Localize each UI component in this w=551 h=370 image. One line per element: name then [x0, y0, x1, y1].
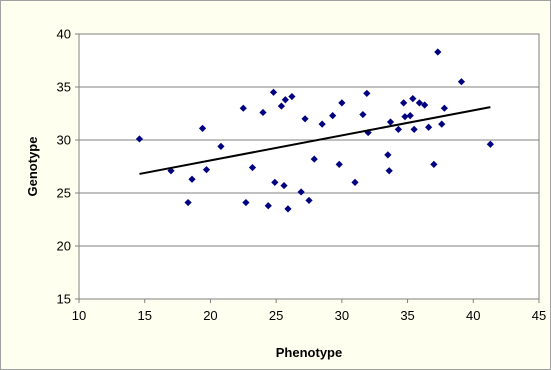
- data-point: [269, 88, 278, 96]
- data-point: [281, 96, 289, 104]
- x-tick-label: 45: [532, 308, 546, 323]
- x-tick-label: 25: [269, 308, 283, 323]
- data-point: [400, 99, 408, 107]
- data-point: [310, 155, 318, 163]
- data-point: [329, 112, 337, 120]
- data-point: [264, 202, 272, 210]
- data-point: [318, 120, 326, 128]
- data-point: [248, 163, 257, 172]
- data-point: [335, 160, 343, 168]
- data-point: [415, 99, 423, 107]
- y-tick-label: 20: [57, 239, 71, 254]
- y-tick-label: 15: [57, 292, 71, 307]
- data-point: [430, 160, 438, 168]
- y-axis-ticks: 15 20 25 30 35 40: [57, 27, 79, 307]
- data-point: [202, 166, 211, 174]
- x-tick-label: 10: [72, 308, 86, 323]
- data-point: [338, 99, 346, 107]
- data-point: [217, 142, 225, 150]
- gridlines: [79, 86, 539, 247]
- data-point: [277, 102, 285, 110]
- data-point: [401, 113, 409, 121]
- y-tick-label: 35: [57, 80, 71, 95]
- x-tick-label: 15: [137, 308, 151, 323]
- data-point: [486, 140, 494, 148]
- data-point: [351, 178, 359, 186]
- data-point: [301, 115, 309, 123]
- data-point: [297, 188, 305, 196]
- data-point: [394, 125, 402, 133]
- data-point: [364, 128, 372, 137]
- data-point: [363, 89, 371, 97]
- data-point: [135, 135, 144, 143]
- data-point: [198, 124, 207, 132]
- data-point: [409, 95, 417, 103]
- x-axis-ticks: 10 15 20 25 30 35 40 45: [72, 299, 546, 323]
- data-point: [188, 175, 196, 183]
- data-point: [242, 198, 250, 207]
- data-point: [386, 118, 395, 126]
- x-tick-label: 30: [335, 308, 349, 323]
- data-point: [359, 110, 367, 119]
- data-point: [284, 205, 292, 213]
- data-point: [385, 167, 393, 175]
- data-point: [239, 104, 247, 112]
- data-point: [410, 125, 418, 133]
- data-point: [184, 198, 192, 207]
- x-tick-label: 35: [400, 308, 414, 323]
- data-point: [434, 48, 442, 56]
- x-tick-label: 40: [466, 308, 480, 323]
- data-point: [406, 112, 414, 120]
- plot-area: [78, 33, 540, 300]
- data-point: [425, 123, 433, 131]
- y-tick-label: 25: [57, 186, 71, 201]
- data-point: [421, 101, 429, 109]
- y-tick-label: 40: [57, 27, 71, 42]
- y-tick-label: 30: [57, 133, 71, 148]
- data-point: [259, 108, 267, 117]
- trendline: [139, 106, 491, 175]
- x-axis-title: Phenotype: [276, 345, 342, 360]
- data-point: [384, 151, 392, 159]
- data-point: [305, 196, 313, 205]
- y-axis-title: Genotype: [25, 137, 40, 197]
- data-point: [438, 120, 446, 128]
- data-point: [440, 104, 448, 112]
- data-point: [288, 92, 296, 101]
- data-point: [280, 181, 288, 190]
- data-point: [271, 178, 279, 186]
- x-tick-label: 20: [203, 308, 217, 323]
- data-point: [457, 78, 466, 86]
